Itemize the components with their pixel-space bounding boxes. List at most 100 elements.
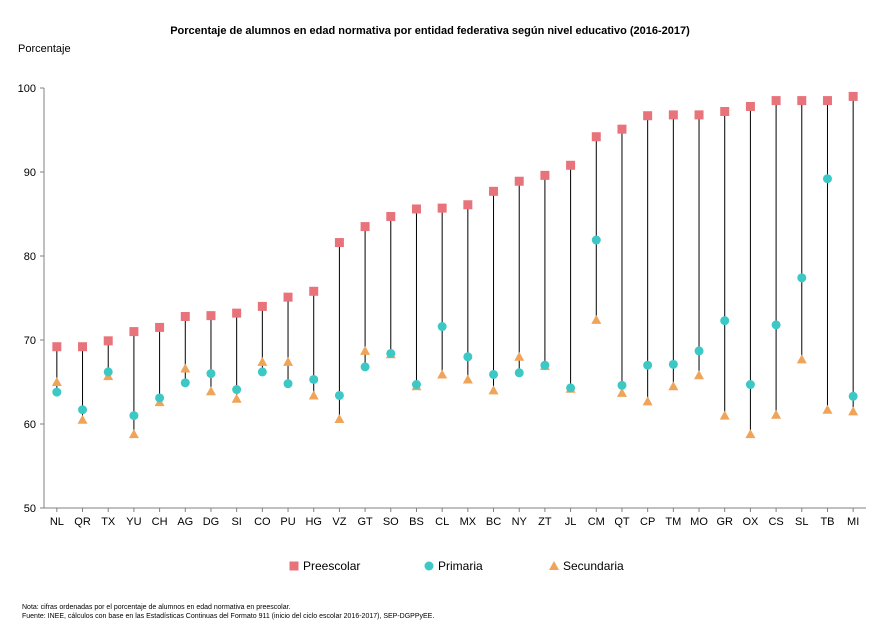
legend: Preescolar Primaria Secundaria [289,559,624,573]
y-tick-label: 100 [18,83,36,95]
data-point-primaria [257,367,267,377]
data-point-preescolar [797,96,807,106]
data-point-preescolar [386,212,396,222]
x-tick-label: MX [460,516,477,528]
data-point-preescolar [309,286,319,296]
x-tick-label: BC [486,516,501,528]
data-point-primaria [720,316,730,326]
data-point-preescolar [334,238,344,248]
data-point-secundaria [51,377,62,386]
x-tick-label: CH [152,516,168,528]
x-tick-label: GR [716,516,733,528]
y-tick-label: 90 [24,167,36,179]
data-point-secundaria [616,387,627,397]
data-point-primaria [52,387,62,397]
data-point-preescolar [437,203,447,213]
data-point-preescolar [514,176,524,186]
data-point-preescolar [129,327,139,337]
x-tick-label: NY [512,516,528,528]
data-point-preescolar [52,342,62,352]
y-tick-label: 70 [24,335,36,347]
legend-label: Preescolar [303,559,360,573]
data-point-preescolar [257,301,267,311]
note-text: Nota: cifras ordenadas por el porcentaje… [22,604,291,611]
data-point-secundaria [437,369,448,379]
data-point-primaria [386,348,396,358]
data-point-preescolar [668,110,678,120]
data-point-primaria [771,320,781,330]
x-tick-label: JL [565,516,577,528]
data-point-primaria [540,360,550,370]
data-point-secundaria [180,363,191,373]
data-point-preescolar [694,110,704,120]
y-tick-label: 50 [24,503,36,515]
data-point-preescolar [771,96,781,106]
chart-title: Porcentaje de alumnos en edad normativa … [170,25,690,37]
x-tick-label: CO [254,516,271,528]
data-point-primaria [309,374,319,384]
data-point-primaria [155,393,165,403]
y-axis-label: Porcentaje [18,43,71,55]
data-point-secundaria [205,386,216,396]
x-tick-label: TX [101,516,116,528]
data-point-preescolar [155,322,165,332]
data-point-secundaria [488,385,499,395]
x-tick-label: SI [231,516,241,528]
data-point-primaria [566,383,576,393]
data-point-preescolar [411,204,421,214]
x-tick-label: TM [665,516,681,528]
x-tick-label: QR [74,516,91,528]
x-tick-label: CL [435,516,449,528]
data-point-primaria [78,405,88,415]
data-point-secundaria [591,314,602,324]
data-point-secundaria [848,406,859,416]
x-tick-label: OX [742,516,759,528]
data-point-primaria [437,322,447,332]
data-point-primaria [334,390,344,400]
legend-label: Secundaria [563,559,624,573]
legend-marker-primaria [424,561,434,571]
data-point-preescolar [720,107,730,117]
legend-marker-secundaria [549,561,559,570]
data-point-preescolar [360,222,370,232]
x-tick-label: GT [357,516,373,528]
data-point-secundaria [231,393,242,403]
x-tick-label: SL [795,516,808,528]
x-tick-label: AG [177,516,193,528]
data-point-preescolar [232,308,242,318]
data-point-primaria [180,378,190,388]
data-point-primaria [489,369,499,379]
data-point-preescolar [180,311,190,321]
data-point-preescolar [643,111,653,121]
x-tick-label: CS [768,516,783,528]
data-point-preescolar [206,311,216,321]
data-point-primaria [411,380,421,390]
data-point-preescolar [103,336,113,346]
axes: 50 60 70 80 90 100 NL QR TX YU CH AG DG SI CO PU HG VZ GT S… [18,83,866,528]
data-point-secundaria [308,390,319,400]
data-point-preescolar [745,101,755,111]
data-point-preescolar [591,132,601,142]
range-lines [56,96,854,435]
data-point-primaria [360,362,370,372]
data-point-preescolar [78,342,88,352]
x-tick-label: MO [690,516,708,528]
data-point-secundaria [360,345,371,355]
x-tick-label: BS [409,516,424,528]
data-point-secundaria [796,354,807,364]
data-point-secundaria [257,356,268,366]
data-point-secundaria [694,370,705,380]
x-tick-label: CP [640,516,655,528]
data-point-preescolar [566,160,576,170]
data-point-secundaria [719,410,730,420]
data-point-preescolar [822,96,832,106]
data-marks [51,91,859,439]
chart: Porcentaje de alumnos en edad normativa … [18,25,866,573]
data-point-secundaria [283,356,294,366]
x-tick-label: SO [383,516,399,528]
data-point-secundaria [334,413,345,423]
footnotes: Nota: cifras ordenadas por el porcentaje… [22,603,434,621]
data-point-preescolar [463,200,473,210]
data-point-secundaria [771,409,782,419]
x-tick-label: DG [203,516,220,528]
